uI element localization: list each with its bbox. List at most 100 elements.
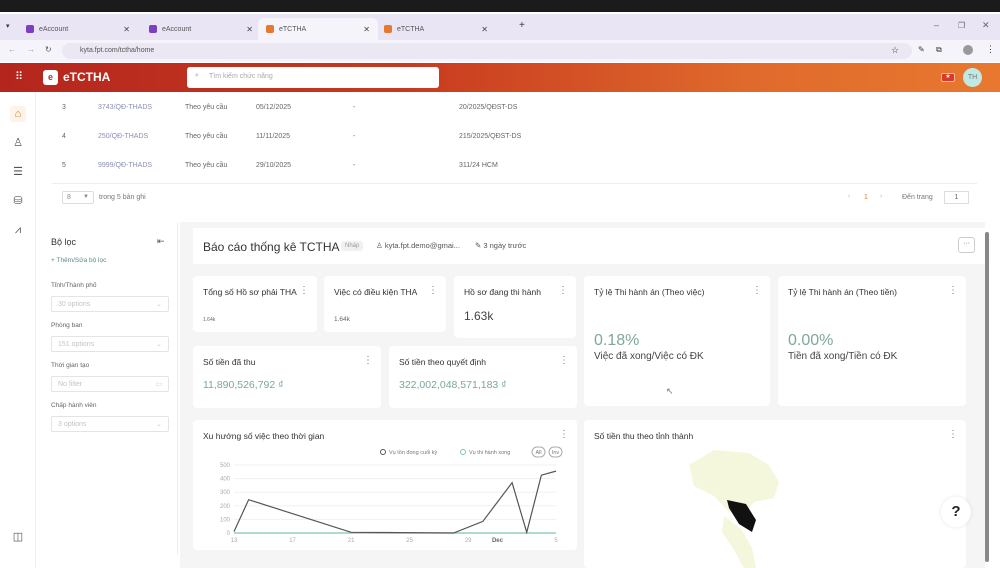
- app-logo-icon: e: [43, 70, 58, 85]
- cell-date: 05/12/2025: [256, 104, 292, 111]
- cell-empty: -: [353, 104, 356, 111]
- reload-icon[interactable]: ↻: [45, 45, 52, 54]
- card-ongoing-cases: Hồ sơ đang thi hành ⋮ 1.63k: [454, 276, 576, 338]
- cell-type: Theo yêu cầu: [185, 133, 228, 140]
- prev-page-icon[interactable]: ‹: [848, 193, 851, 200]
- close-icon[interactable]: ✕: [363, 24, 370, 34]
- card-title: Việc có điều kiện THA: [334, 287, 418, 297]
- card-decided-money: Số tiền theo quyết định ⋮ 322,002,048,571,…: [389, 346, 577, 408]
- map-card: Số tiền thu theo tỉnh thành ⋮: [584, 420, 966, 568]
- card-title: Số tiền theo quyết định: [399, 357, 486, 367]
- apps-grid-icon[interactable]: ⠿: [15, 71, 24, 83]
- kebab-icon[interactable]: ⋮: [299, 285, 309, 296]
- page-title: Báo cáo thống kê TCTHA: [203, 240, 340, 254]
- cell-code[interactable]: 250/QĐ-THADS: [98, 133, 149, 140]
- province-select[interactable]: 30 options ⌄: [51, 296, 169, 312]
- kebab-icon[interactable]: ⋮: [948, 429, 958, 440]
- home-icon[interactable]: ⌂: [10, 106, 26, 122]
- database-icon[interactable]: ⛁: [13, 195, 23, 207]
- legend-toggle-label: All: [535, 450, 541, 456]
- legend-marker: [380, 449, 386, 455]
- scrollbar[interactable]: [984, 222, 990, 562]
- close-icon[interactable]: ✕: [481, 24, 488, 34]
- window-close-icon[interactable]: ✕: [982, 20, 990, 30]
- close-icon[interactable]: ✕: [246, 24, 253, 34]
- created-date-picker[interactable]: No filter ▭: [51, 376, 169, 392]
- language-flag-icon[interactable]: ★: [941, 73, 955, 82]
- x-tick-label: 17: [289, 538, 296, 544]
- cell-code[interactable]: 9999/QĐ-THADS: [98, 162, 153, 169]
- cell-ref: 215/2025/QĐST-DS: [459, 133, 522, 140]
- map-region-highlighted[interactable]: [727, 500, 756, 532]
- back-icon[interactable]: ←: [8, 45, 16, 54]
- kebab-icon[interactable]: ⋮: [428, 285, 438, 296]
- user-icon[interactable]: ♙: [13, 137, 23, 149]
- executor-select[interactable]: 3 options ⌄: [51, 416, 169, 432]
- chart-icon[interactable]: ⩘: [14, 224, 22, 236]
- total-records: trong 5 bản ghi: [99, 194, 146, 201]
- card-title: Tổng số Hồ sơ phải THA: [203, 287, 297, 297]
- browser-tab[interactable]: eAccount ✕: [141, 18, 261, 40]
- browser-tab-active[interactable]: eTCTHA ✕: [258, 18, 378, 40]
- legend-toggle-button[interactable]: [548, 446, 563, 458]
- card-total-cases: Tổng số Hồ sơ phải THA ⋮ 1.64k: [193, 276, 317, 332]
- list-icon[interactable]: ☰: [13, 166, 23, 178]
- kebab-icon[interactable]: ⋮: [559, 355, 569, 366]
- card-title: Tỷ lệ Thi hành án (Theo việc): [594, 287, 705, 297]
- close-icon[interactable]: ✕: [123, 24, 130, 34]
- avatar[interactable]: TH: [963, 68, 982, 87]
- more-options-button[interactable]: ···: [958, 237, 975, 253]
- current-page[interactable]: 1: [864, 194, 868, 201]
- url-input[interactable]: kyta.fpt.com/tctha/home: [62, 43, 912, 59]
- restore-icon[interactable]: ❐: [958, 21, 966, 30]
- search-placeholder: Tìm kiếm chức năng: [209, 73, 273, 80]
- x-tick-label: 13: [231, 538, 238, 544]
- forward-icon[interactable]: →: [27, 45, 35, 54]
- kebab-icon[interactable]: ⋮: [363, 355, 373, 366]
- last-edited: ✎ 3 ngày trước: [475, 241, 527, 250]
- select-value: 3 options: [58, 421, 87, 428]
- card-collected-money: Số tiền đã thu ⋮ 11,890,526,792 ₫: [193, 346, 381, 408]
- report-area: Báo cáo thống kê TCTHA Nháp ♙ kyta.fpt.d…: [180, 222, 985, 568]
- cell-code[interactable]: 3743/QĐ-THADS: [98, 104, 153, 111]
- collapse-panel-icon[interactable]: ⇤: [157, 236, 165, 246]
- new-tab-icon[interactable]: +: [519, 20, 525, 31]
- page-size-select[interactable]: 8 ▼: [62, 191, 94, 204]
- kebab-icon[interactable]: ⋮: [752, 285, 762, 296]
- app-header: ⠿ e eTCTHA ⌕ Tìm kiếm chức năng ★ TH: [0, 63, 1000, 92]
- edit-icon[interactable]: ✎: [918, 45, 925, 54]
- add-filter-button[interactable]: + Thêm/Sửa bộ lọc: [51, 257, 107, 264]
- browser-tab[interactable]: eTCTHA ✕: [376, 18, 496, 40]
- map-region-north[interactable]: [689, 450, 779, 515]
- map-region-central[interactable]: [722, 516, 756, 568]
- rate-value: 0.00%: [788, 332, 834, 349]
- kebab-icon[interactable]: ⋮: [558, 285, 568, 296]
- bookmark-star-icon[interactable]: ☆: [891, 45, 900, 55]
- chevron-down-icon: ⌄: [156, 301, 162, 308]
- scrollbar-thumb[interactable]: [985, 232, 989, 562]
- y-tick-label: 200: [220, 504, 231, 510]
- rate-description: Tiền đã xong/Tiền có ĐK: [788, 351, 898, 362]
- search-input[interactable]: ⌕ Tìm kiếm chức năng: [187, 67, 439, 88]
- goto-page-input[interactable]: 1: [944, 191, 969, 204]
- next-page-icon[interactable]: ›: [880, 193, 883, 200]
- department-select[interactable]: 151 options ⌄: [51, 336, 169, 352]
- cell-type: Theo yêu cầu: [185, 104, 228, 111]
- sidebar-toggle-icon[interactable]: ◫: [12, 531, 24, 543]
- profile-icon[interactable]: [963, 45, 973, 55]
- legend-toggle-button[interactable]: [531, 446, 546, 458]
- menu-kebab-icon[interactable]: ⋮: [986, 44, 995, 54]
- y-tick-label: 100: [220, 517, 231, 523]
- trend-chart-card: Xu hướng số việc theo thời gian ⋮ 0 100 200…: [193, 420, 577, 550]
- rate-value: 0.18%: [594, 332, 640, 349]
- minimize-icon[interactable]: –: [934, 20, 940, 30]
- kebab-icon[interactable]: ⋮: [948, 285, 958, 296]
- extensions-icon[interactable]: ⧉: [936, 45, 942, 54]
- help-button[interactable]: ?: [941, 497, 971, 527]
- browser-tab[interactable]: eAccount ✕: [18, 18, 138, 40]
- tab-list-icon[interactable]: ▾: [6, 23, 10, 30]
- x-tick-label: 5: [554, 538, 558, 544]
- chevron-down-icon: ⌄: [156, 341, 162, 348]
- chevron-down-icon: ▼: [83, 194, 89, 200]
- kebab-icon[interactable]: ⋮: [559, 429, 569, 440]
